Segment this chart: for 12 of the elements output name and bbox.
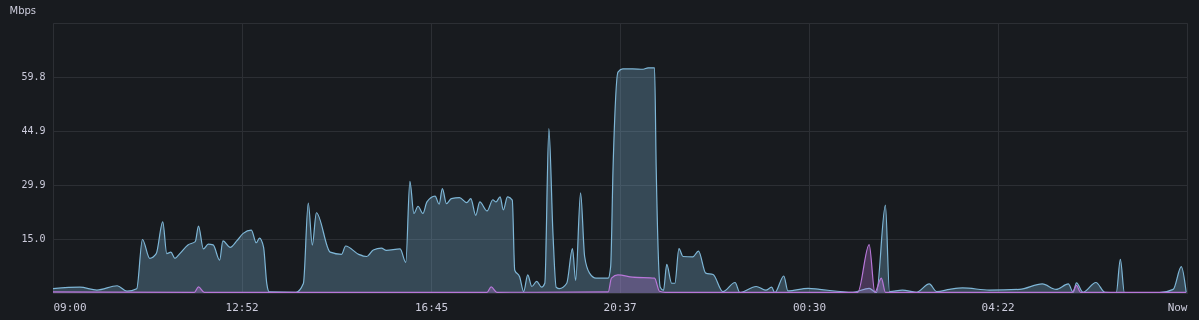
x-tick-label: 04:22	[981, 300, 1015, 314]
x-tick-label: 12:52	[225, 300, 259, 314]
y-tick-label: 15.0	[21, 233, 46, 245]
y-tick-label: 29.9	[21, 179, 46, 191]
x-tick-label: 16:45	[414, 300, 449, 314]
y-tick-label: 59.8	[21, 71, 46, 83]
x-tick-label: 09:00	[53, 300, 87, 314]
y-axis-title: Mbps	[9, 4, 37, 16]
x-tick-label: Now	[1167, 300, 1188, 314]
x-tick-label: 20:37	[603, 300, 637, 314]
y-tick-label: 44.9	[21, 125, 46, 137]
x-tick-label: 00:30	[792, 300, 827, 314]
